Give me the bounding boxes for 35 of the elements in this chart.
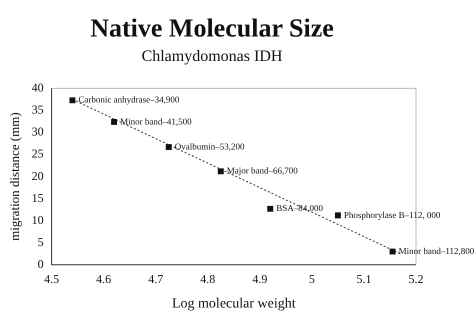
point — [334, 212, 341, 218]
point — [69, 97, 76, 104]
annotation: Ovalbumin–53,200 — [174, 141, 245, 152]
x-axis-title: Log molecular weight — [172, 296, 296, 312]
y-tick-label: 10 — [32, 212, 44, 227]
x-tick-label: 5.1 — [356, 272, 372, 286]
y-tick-label: 20 — [32, 168, 44, 183]
y-tick-label: 30 — [32, 124, 44, 139]
point — [390, 248, 396, 255]
annotation: Minor band–41,500 — [120, 116, 192, 126]
x-tick-label: 4.7 — [148, 272, 164, 286]
chart-subtitle: Chlamydomonas IDH — [142, 48, 283, 66]
annotation: Phosphorylase B–112, 000 — [344, 210, 441, 220]
x-tick-label: 5 — [308, 272, 315, 286]
y-tick-label: 5 — [38, 234, 44, 249]
x-tick-label: 4.8 — [200, 272, 216, 286]
y-tick-label: 35 — [32, 102, 44, 117]
point — [111, 118, 118, 125]
annotation: Carbonic anhydrase–34,900 — [78, 94, 180, 105]
point — [166, 144, 172, 150]
y-tick-label: 0 — [38, 256, 44, 271]
x-tick-label: 4.6 — [96, 272, 112, 286]
y-axis-title: migration distance (mm) — [7, 112, 22, 241]
x-tick-label: 5.2 — [408, 272, 424, 286]
x-tick-label: 4.9 — [252, 272, 268, 286]
annotation: BSA–84,000 — [276, 203, 324, 214]
y-tick-label: 40 — [32, 80, 44, 95]
chart-title: Native Molecular Size — [90, 13, 334, 42]
annotation: Major band–66,700 — [226, 166, 298, 176]
point — [267, 206, 274, 212]
y-tick-label: 15 — [32, 190, 44, 205]
annotation: Minor band–112,800 — [398, 246, 475, 256]
y-tick-label: 25 — [32, 146, 44, 161]
x-tick-label: 4.5 — [44, 272, 60, 286]
point — [218, 168, 224, 174]
